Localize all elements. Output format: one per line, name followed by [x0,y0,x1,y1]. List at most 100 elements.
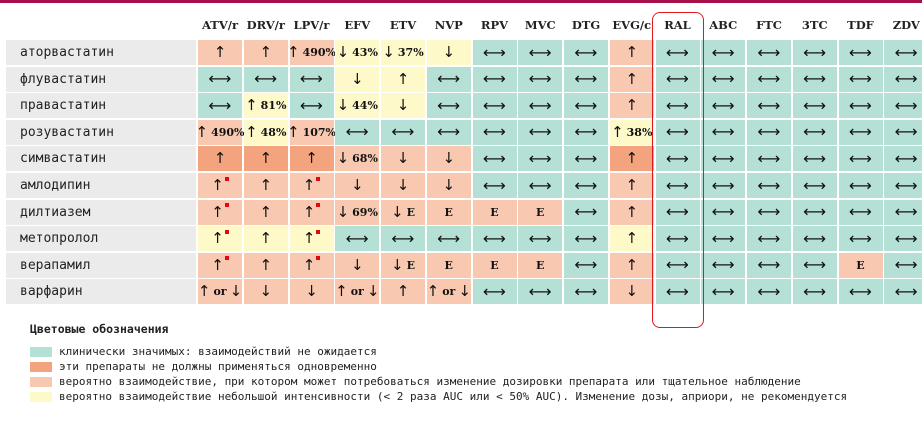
interaction-cell: ⟷ [747,119,791,145]
interaction-cell: ⟷ [655,40,700,65]
interaction-cell: ⟷ [838,279,883,305]
interaction-cell: ⟷ [381,119,425,145]
arrow-up-icon: ↑ [302,255,316,274]
arrow-both-icon: ⟷ [711,175,735,195]
column-header-nvp: NVP [434,18,463,32]
arrow-both-icon: ⟷ [894,122,918,142]
interaction-cell: ⟷ [884,146,922,172]
arrow-both-icon: ⟷ [391,122,415,142]
arrow-both-icon: ⟷ [574,95,598,115]
arrow-both-icon: ⟷ [894,95,918,115]
interaction-cell: ⟷ [884,40,922,65]
cell-text: 69% [352,205,378,219]
arrow-up-icon: ↑ [211,255,224,274]
interaction-cell: ⟷ [838,173,883,198]
interaction-cell: ⟷ [518,40,563,65]
interaction-cell: ⟷ [838,199,883,225]
interaction-cell: ⟷ [655,119,700,145]
arrow-both-icon: ⟷ [757,255,781,275]
interaction-cell: ⟷ [289,66,334,92]
interaction-cell: ⟷ [792,93,837,119]
row-label: аторвастатин [6,40,196,65]
arrow-both-icon: ⟷ [849,228,872,248]
row-label: дилтиазем [6,199,196,225]
arrow-both-icon: ⟷ [757,202,781,222]
interaction-cell: ↓ [335,252,380,278]
arrow-up-icon: ↑ [625,229,639,248]
arrow-both-icon: ⟷ [803,148,827,168]
interaction-cell: ⟷ [747,93,791,119]
interaction-cell: ⟷ [655,252,700,278]
interaction-cell: ⟷ [747,226,791,252]
interaction-cell: ↓ [335,173,380,198]
legend-text: вероятно взаимодействие небольшой интенс… [59,390,848,403]
arrow-up-icon: ↑ [259,149,273,168]
arrow-both-icon: ⟷ [574,69,598,89]
cell-text: 37% [397,46,424,59]
interaction-cell: ⟷ [701,199,746,225]
arrow-both-icon: ⟷ [483,281,506,301]
interaction-cell: ↑ [289,146,334,172]
arrow-both-icon: ⟷ [345,122,369,142]
arrow-both-icon: ⟷ [574,148,598,168]
column-header-etv: ETV [389,18,417,32]
arrow-both-icon: ⟷ [528,42,552,62]
interaction-cell: ↑ [289,199,334,225]
cell-text: E [490,258,499,272]
interaction-cell: ⟷ [518,173,563,198]
arrow-up-icon: ↑ [396,69,410,88]
column-header-evgc: EVG/c [612,18,652,32]
interaction-cell: ⟷ [792,40,837,65]
interaction-cell: ⟷ [426,66,471,92]
interaction-cell: ↑ or ↓ [335,279,379,305]
arrow-both-icon: ⟷ [391,228,415,248]
arrow-both-icon: ⟷ [574,281,598,301]
interaction-cell: ↑ [609,226,654,252]
interaction-cell: ↓ [289,279,334,305]
interaction-cell: ⟷ [655,93,700,119]
red-marker-icon [316,176,321,181]
arrow-both-icon: ⟷ [894,281,918,301]
interaction-cell: ↑ [381,66,425,92]
row-label: правастатин [6,93,196,119]
interaction-cell: ↑ [609,173,654,198]
legend-item: вероятно взаимодействие, при котором мож… [30,375,910,389]
interaction-cell: ↑ [198,199,242,225]
interaction-cell: ⟷ [747,173,791,198]
arrow-both-icon: ⟷ [711,95,735,115]
arrow-down-icon: ↓ [391,202,404,221]
interaction-cell: ⟷ [335,226,380,252]
arrow-both-icon: ⟷ [849,148,872,168]
arrow-both-icon: ⟷ [666,69,689,89]
arrow-up-icon: ↑ [426,282,440,301]
interaction-cell: ↓ [243,279,288,305]
arrow-both-icon: ⟷ [711,148,735,168]
legend-swatch [30,392,52,402]
cell-text: E [536,205,545,219]
arrow-both-icon: ⟷ [849,95,872,115]
interaction-cell: ⟷ [426,226,471,252]
interaction-cell: ↑ [198,252,242,278]
interaction-cell: ⟷ [701,252,746,278]
cell-text: E [406,258,415,272]
row-label: амлодипин [6,173,196,198]
arrow-both-icon: ⟷ [894,42,918,62]
interaction-cell: ⟷ [381,226,425,252]
red-marker-icon [316,229,321,234]
interaction-cell: ⟷ [884,93,922,119]
legend-item: вероятно взаимодействие небольшой интенс… [30,390,910,404]
interaction-cell: ↑ or ↓ [426,279,471,305]
arrow-both-icon: ⟷ [666,122,689,142]
interaction-cell: ⟷ [884,66,922,92]
arrow-both-icon: ⟷ [483,228,506,248]
interaction-cell: ⟷ [426,93,471,119]
arrow-both-icon: ⟷ [894,202,918,222]
interaction-cell: ⟷ [884,199,922,225]
row-label: метопролол [6,226,196,252]
arrow-down-icon: ↓ [336,96,350,115]
interaction-cell: ⟷ [655,173,700,198]
arrow-both-icon: ⟷ [803,69,827,89]
arrow-up-icon: ↑ [195,122,209,141]
interaction-cell: ⟷ [884,252,922,278]
arrow-both-icon: ⟷ [757,95,781,115]
